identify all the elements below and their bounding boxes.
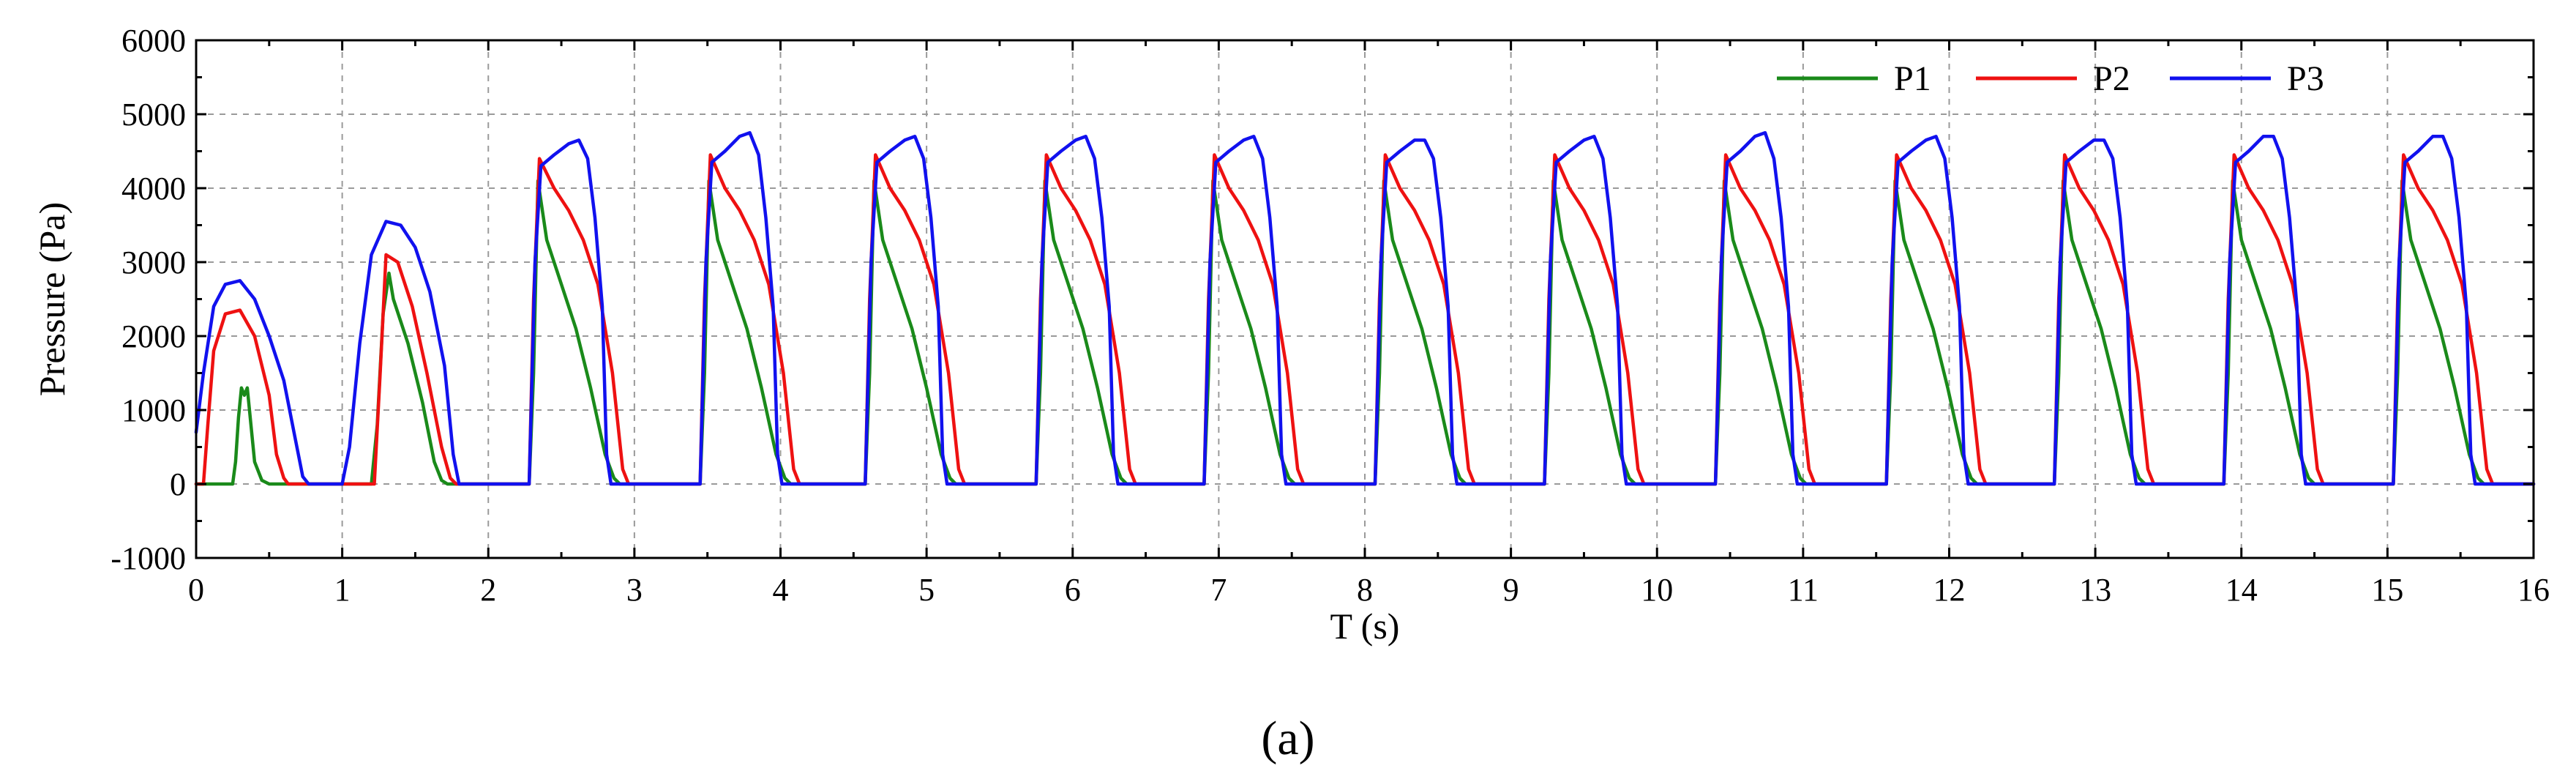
x-tick-label: 4 [773,572,789,608]
y-tick-label: 2000 [121,319,186,354]
x-tick-label: 1 [334,572,351,608]
x-tick-label: 0 [188,572,204,608]
legend: P1 P2 P3 [1777,59,2324,98]
x-tick-label: 9 [1503,572,1519,608]
series-line-p1 [194,179,2536,486]
ticks-layer [195,39,2535,559]
legend-label-p3: P3 [2287,59,2324,98]
x-tick-label: 14 [2225,572,2258,608]
x-tick-label: 11 [1788,572,1819,608]
series-line-p2 [194,153,2536,486]
y-tick-label: 5000 [121,97,186,133]
y-tick-label: 6000 [121,23,186,59]
legend-label-p1: P1 [1894,59,1931,98]
x-tick-label: 8 [1357,572,1373,608]
x-tick-label: 2 [480,572,496,608]
x-tick-label: 15 [2371,572,2403,608]
x-axis-title: T (s) [1330,606,1400,647]
series-layer [194,131,2536,486]
grid-layer [196,40,2534,558]
y-tick-label: 4000 [121,171,186,206]
y-axis-title: Pressure (Pa) [31,202,72,396]
y-tick-label: 1000 [121,392,186,428]
x-tick-label: 5 [918,572,935,608]
subfigure-label: (a) [1261,712,1314,765]
y-tick-label: 0 [170,466,186,502]
x-tick-label: 13 [2079,572,2111,608]
x-tick-label: 7 [1210,572,1227,608]
y-tick-label: -1000 [111,540,186,576]
x-tick-label: 6 [1065,572,1081,608]
x-tick-label: 10 [1641,572,1673,608]
y-tick-labels: -1000 0 1000 2000 3000 4000 5000 6000 [111,23,186,576]
x-tick-label: 16 [2517,572,2550,608]
x-tick-label: 3 [626,572,643,608]
y-tick-label: 3000 [121,245,186,280]
series-line-p3 [194,131,2536,486]
x-tick-label: 12 [1933,572,1966,608]
legend-label-p2: P2 [2093,59,2130,98]
x-tick-labels: 0 1 2 3 4 5 6 7 8 9 10 11 12 13 14 15 16 [188,572,2550,608]
